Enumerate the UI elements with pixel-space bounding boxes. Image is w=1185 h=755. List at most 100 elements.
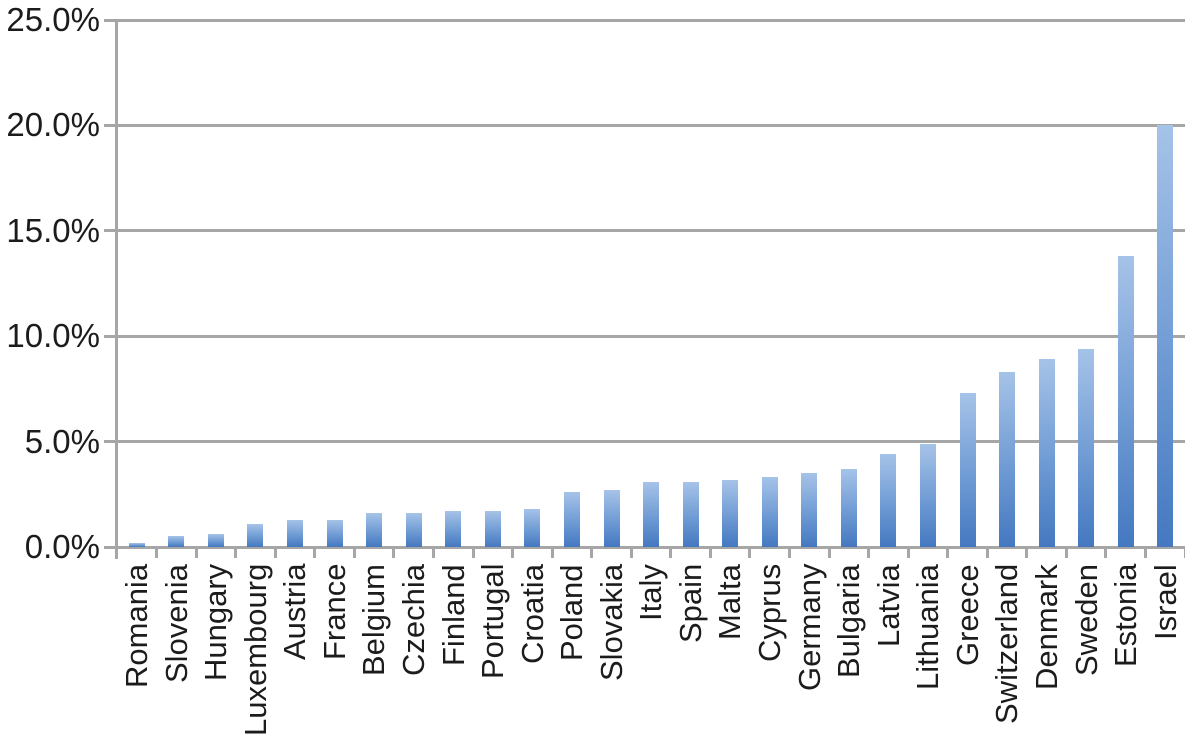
x-axis-tick bbox=[234, 548, 238, 558]
bar-croatia bbox=[524, 509, 541, 547]
bar-slot-slovakia bbox=[592, 20, 632, 547]
x-label-cell-greece: Greece bbox=[948, 564, 988, 755]
x-label-cell-poland: Poland bbox=[552, 564, 592, 755]
x-label-portugal: Portugal bbox=[475, 564, 511, 680]
x-axis-baseline bbox=[104, 545, 1185, 549]
bar-romania bbox=[128, 542, 145, 547]
x-label-cell-denmark: Denmark bbox=[1027, 564, 1067, 755]
x-label-romania: Romania bbox=[119, 564, 154, 689]
bar-spain bbox=[682, 481, 699, 547]
x-label-cell-belgium: Belgium bbox=[354, 564, 394, 755]
bar-slot-spain bbox=[671, 20, 711, 547]
x-label-cell-hungary: Hungary bbox=[196, 564, 236, 755]
x-label-greece: Greece bbox=[949, 564, 985, 666]
bar-bulgaria bbox=[840, 469, 857, 547]
bar-belgium bbox=[366, 513, 383, 547]
x-label-cell-croatia: Croatia bbox=[513, 564, 553, 755]
bar-slovakia bbox=[603, 490, 620, 547]
bar-switzerland bbox=[999, 372, 1016, 547]
y-tick-label-0.0%: 0.0% bbox=[24, 528, 100, 565]
x-axis-tick bbox=[708, 548, 712, 558]
y-tick-label-5.0%: 5.0% bbox=[24, 422, 100, 460]
x-label-israel: Israel bbox=[1147, 564, 1183, 640]
x-label-finland: Finland bbox=[435, 564, 471, 666]
x-label-switzerland: Switzerland bbox=[989, 564, 1025, 725]
bar-greece bbox=[959, 393, 976, 547]
x-label-czechia: Czechia bbox=[395, 564, 431, 676]
bar-poland bbox=[563, 492, 580, 547]
bar-cyprus bbox=[761, 477, 778, 547]
bar-slot-austria bbox=[275, 20, 315, 547]
gridline-10 bbox=[104, 334, 1185, 338]
x-axis-tick bbox=[946, 548, 950, 558]
x-axis-tick bbox=[1104, 548, 1108, 558]
bar-slot-estonia bbox=[1106, 20, 1146, 547]
bar-slot-italy bbox=[631, 20, 671, 547]
x-axis-tick bbox=[471, 548, 475, 558]
bar-slot-malta bbox=[710, 20, 750, 547]
gridline-15 bbox=[104, 229, 1185, 233]
bar-denmark bbox=[1038, 359, 1055, 547]
bar-slot-croatia bbox=[513, 20, 553, 547]
x-label-cell-israel: Israel bbox=[1146, 564, 1185, 755]
x-label-slovakia: Slovakia bbox=[593, 564, 629, 682]
x-label-belgium: Belgium bbox=[356, 564, 392, 676]
x-label-sweden: Sweden bbox=[1068, 564, 1104, 677]
bar-slot-germany bbox=[790, 20, 830, 547]
bar-slot-romania bbox=[117, 20, 157, 547]
bar-hungary bbox=[207, 534, 224, 547]
x-label-lithuania: Lithuania bbox=[910, 564, 946, 690]
x-label-cell-slovenia: Slovenia bbox=[157, 564, 197, 755]
x-label-cell-luxembourg: Luxembourg bbox=[236, 564, 276, 755]
gridline-25 bbox=[104, 18, 1185, 22]
x-axis-tick bbox=[392, 548, 396, 558]
x-label-cell-germany: Germany bbox=[790, 564, 830, 755]
bar-czechia bbox=[405, 513, 422, 547]
x-label-cell-portugal: Portugal bbox=[473, 564, 513, 755]
bar-slot-belgium bbox=[354, 20, 394, 547]
bar-slot-slovenia bbox=[157, 20, 197, 547]
x-axis-tick bbox=[1025, 548, 1029, 558]
x-label-cell-bulgaria: Bulgaria bbox=[829, 564, 869, 755]
bar-slot-czechia bbox=[394, 20, 434, 547]
x-axis-tick bbox=[787, 548, 791, 558]
x-axis-tick bbox=[511, 548, 515, 558]
x-label-bulgaria: Bulgaria bbox=[831, 564, 867, 678]
x-label-germany: Germany bbox=[791, 564, 827, 692]
bar-malta bbox=[722, 479, 739, 547]
x-label-cell-lithuania: Lithuania bbox=[908, 564, 948, 755]
x-label-cell-slovakia: Slovakia bbox=[592, 564, 632, 755]
x-label-luxembourg: Luxembourg bbox=[237, 564, 273, 737]
bar-slot-poland bbox=[552, 20, 592, 547]
x-label-hungary: Hungary bbox=[198, 564, 234, 682]
x-axis-tick bbox=[867, 548, 871, 558]
bar-slot-israel bbox=[1146, 20, 1185, 547]
bar-portugal bbox=[484, 511, 501, 547]
bar-latvia bbox=[880, 454, 897, 547]
bar-slot-hungary bbox=[196, 20, 236, 547]
bar-slot-sweden bbox=[1067, 20, 1107, 547]
x-label-cell-switzerland: Switzerland bbox=[987, 564, 1027, 755]
x-axis-tick bbox=[1143, 548, 1147, 558]
bar-slovenia bbox=[168, 536, 185, 547]
bar-finland bbox=[445, 511, 462, 547]
bar-slot-denmark bbox=[1027, 20, 1067, 547]
x-label-cell-sweden: Sweden bbox=[1067, 564, 1107, 755]
y-tick-label-25.0%: 25.0% bbox=[6, 1, 100, 38]
bar-slot-switzerland bbox=[987, 20, 1027, 547]
x-axis-tick bbox=[629, 548, 633, 558]
bar-sweden bbox=[1078, 348, 1095, 547]
x-label-cell-latvia: Latvia bbox=[869, 564, 909, 755]
plot-area bbox=[117, 20, 1185, 547]
x-label-cell-czechia: Czechia bbox=[394, 564, 434, 755]
x-label-cyprus: Cyprus bbox=[752, 564, 787, 663]
x-label-slovenia: Slovenia bbox=[158, 564, 194, 683]
x-axis-tick bbox=[273, 548, 277, 558]
bar-israel bbox=[1157, 125, 1174, 547]
x-label-france: France bbox=[316, 564, 352, 661]
x-label-cell-estonia: Estonia bbox=[1106, 564, 1146, 755]
bar-lithuania bbox=[920, 443, 937, 547]
bar-slot-bulgaria bbox=[829, 20, 869, 547]
x-label-latvia: Latvia bbox=[870, 564, 906, 647]
